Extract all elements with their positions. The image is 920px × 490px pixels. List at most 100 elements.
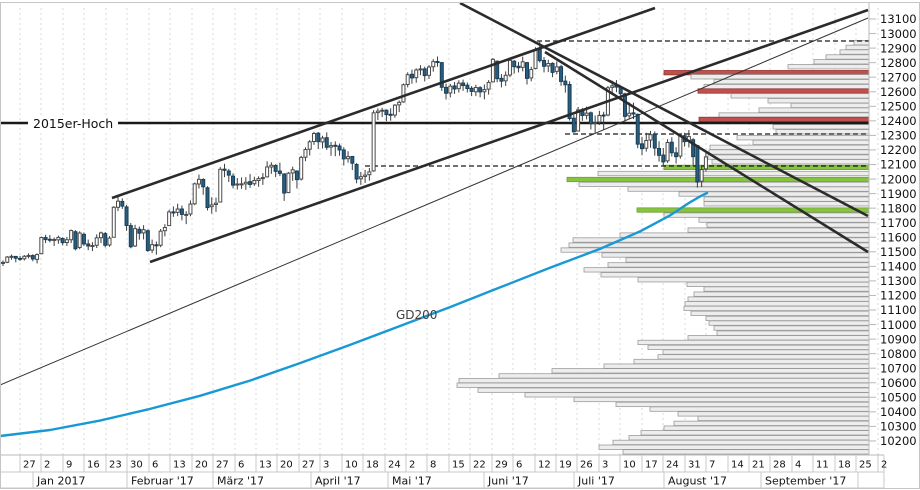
x-axis-month-label: Februar '17: [131, 475, 194, 488]
y-axis-label: 10500: [880, 391, 917, 405]
y-axis-label: 11000: [880, 318, 917, 332]
candle-down: [73, 231, 78, 250]
candle-up: [448, 85, 453, 94]
candle-down: [422, 68, 427, 77]
candles: [1, 40, 708, 267]
x-axis-day-label: 9: [66, 460, 72, 471]
volume-profile-bar: [477, 387, 870, 393]
volume-profile-bar: [718, 112, 870, 118]
candle-down: [674, 152, 679, 158]
candle-down: [669, 141, 674, 154]
candle-down: [337, 145, 342, 151]
volume-profile-bar: [711, 159, 870, 165]
volume-profile-bar: [697, 415, 870, 421]
candle-up: [405, 74, 410, 85]
x-axis-month-label: April '17: [315, 475, 361, 488]
x-axis-month-label: März '17: [217, 475, 264, 488]
candle-up: [209, 204, 214, 208]
volume-profile-bar: [736, 135, 870, 141]
volume-profile-bar: [845, 44, 870, 50]
volume-profile-bar: [625, 257, 870, 263]
y-axis-label: 10200: [880, 434, 917, 448]
y-axis-label: 12700: [880, 70, 917, 84]
x-axis-day-label: 31: [688, 460, 701, 471]
y-axis-label: 11900: [880, 187, 917, 201]
candle-up: [529, 68, 534, 79]
candle-up: [265, 166, 270, 178]
candle-up: [358, 176, 363, 180]
y-axis-label: 11400: [880, 260, 917, 274]
y-axis-label: 12800: [880, 56, 917, 70]
trendline-channel-upper: [111, 6, 656, 200]
candle-up: [9, 255, 14, 258]
volume-profile-bar: [583, 267, 870, 273]
candle-up: [627, 112, 632, 117]
y-axis-label: 12500: [880, 100, 917, 114]
x-axis-day-label: 6: [516, 460, 522, 471]
candle-up: [699, 169, 704, 182]
candle-up: [597, 114, 602, 123]
candle-up: [414, 69, 419, 79]
volume-profile-bar: [637, 277, 870, 283]
x-axis-day-label: 29: [495, 460, 508, 471]
x-axis-day-label: 15: [452, 460, 465, 471]
volume-profile-bar-support: [566, 176, 870, 183]
candle-down: [273, 165, 278, 172]
candle-down: [588, 112, 593, 125]
candle-down: [316, 132, 321, 143]
volume-profile-bar: [601, 252, 870, 258]
candle-up: [554, 66, 559, 72]
y-axis-label: 10800: [880, 347, 917, 361]
y-axis-label: 10600: [880, 376, 917, 390]
candle-down: [324, 137, 329, 148]
candle-down: [631, 112, 636, 115]
volume-profile-bar: [790, 102, 870, 109]
candle-up: [239, 183, 244, 186]
candle-down: [354, 164, 359, 180]
candle-up: [188, 203, 193, 215]
y-axis-label: 11600: [880, 230, 917, 244]
x-axis-day-label: 18: [366, 460, 379, 471]
y-axis-label: 13100: [880, 12, 917, 26]
candle-down: [409, 73, 414, 79]
x-axis-month-label: Juni '17: [487, 475, 529, 488]
volume-profile-bar: [839, 49, 870, 55]
y-axis-label: 11800: [880, 201, 917, 215]
x-axis-day-label: 24: [388, 460, 401, 471]
candle-down: [86, 243, 91, 247]
x-axis-day-label: 6: [238, 460, 244, 471]
candle-down: [103, 233, 108, 246]
x-axis-day-label: 28: [773, 460, 786, 471]
x-axis-day-label: 18: [838, 460, 851, 471]
candle-down: [444, 86, 449, 94]
volume-profile-bar: [713, 325, 870, 331]
volume-profile-bar: [607, 262, 870, 268]
candle-up: [311, 133, 316, 143]
volume-profile-bar: [560, 247, 870, 253]
candle-up: [320, 137, 325, 143]
candle-up: [397, 101, 402, 106]
volume-profile-bar: [708, 320, 870, 326]
candle-down: [495, 60, 500, 80]
candle-down: [635, 113, 640, 145]
candle-up: [503, 74, 508, 82]
trendline-downtrend-second: [544, 50, 869, 254]
y-axis-label: 10400: [880, 405, 917, 419]
candle-down: [563, 80, 568, 86]
x-axis-day-label: 13: [259, 460, 272, 471]
volume-profile-bar: [705, 315, 870, 322]
x-axis-day-label: 7: [709, 460, 715, 471]
x-axis-day-label: 10: [623, 460, 636, 471]
candle-down: [222, 168, 227, 171]
candle-down: [469, 87, 474, 92]
volume-profile-bar: [703, 84, 870, 90]
x-axis-day-label: 10: [345, 460, 358, 471]
candle-up: [5, 256, 10, 263]
volume-profile-bar: [640, 430, 870, 436]
candle-down: [388, 113, 393, 116]
candle-up: [593, 121, 598, 124]
y-axis-label: 12900: [880, 41, 917, 55]
x-axis-day-label: 27: [23, 460, 36, 471]
x-axis-day-label: 17: [645, 460, 658, 471]
candle-down: [179, 208, 184, 215]
